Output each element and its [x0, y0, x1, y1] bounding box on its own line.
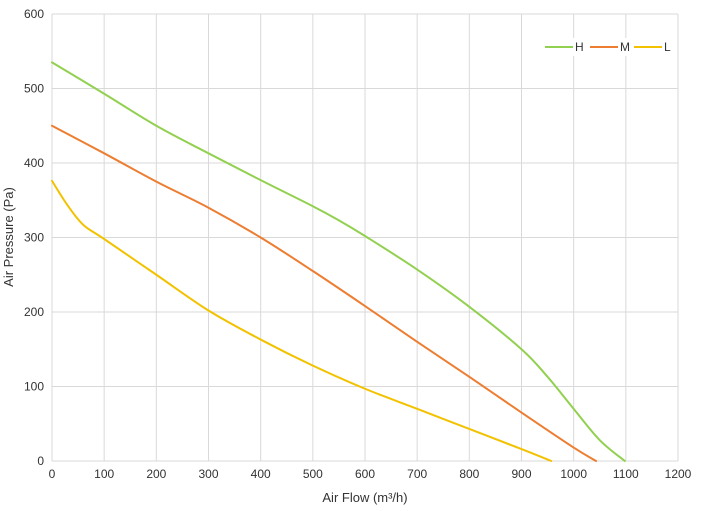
x-tick-label: 200	[146, 467, 166, 481]
legend-label-h: H	[575, 40, 584, 54]
series-lines	[51, 61, 626, 462]
x-tick-label: 600	[355, 467, 375, 481]
y-tick-label: 100	[24, 380, 44, 394]
x-tick-label: 700	[407, 467, 427, 481]
y-tick-label: 500	[24, 82, 44, 96]
x-tick-label: 1000	[560, 467, 587, 481]
x-tick-label: 1200	[665, 467, 692, 481]
y-tick-label: 300	[24, 231, 44, 245]
x-tick-label: 300	[198, 467, 218, 481]
x-tick-label: 100	[94, 467, 114, 481]
x-tick-label: 400	[251, 467, 271, 481]
x-tick-label: 900	[511, 467, 531, 481]
series-line-m	[51, 124, 598, 462]
y-axis-title: Air Pressure (Pa)	[1, 187, 16, 287]
y-tick-label: 600	[24, 7, 44, 21]
y-tick-label: 0	[37, 454, 44, 468]
legend-label-m: M	[620, 40, 630, 54]
y-tick-labels: 0 100 200 300 400 500 600	[24, 7, 44, 468]
x-tick-label: 500	[303, 467, 323, 481]
legend-label-l: L	[664, 40, 671, 54]
grid	[51, 13, 679, 462]
x-tick-labels: 0 100 200 300 400 500 600 700 800 900 1000 1100 1200	[49, 467, 692, 481]
series-line-l	[51, 179, 553, 462]
y-tick-label: 200	[24, 305, 44, 319]
series-line-h	[51, 61, 626, 462]
x-tick-label: 1100	[613, 467, 639, 481]
y-tick-label: 400	[24, 156, 44, 170]
x-tick-label: 0	[49, 467, 56, 481]
x-tick-label: 800	[459, 467, 479, 481]
x-axis-title: Air Flow (m³/h)	[322, 490, 407, 505]
